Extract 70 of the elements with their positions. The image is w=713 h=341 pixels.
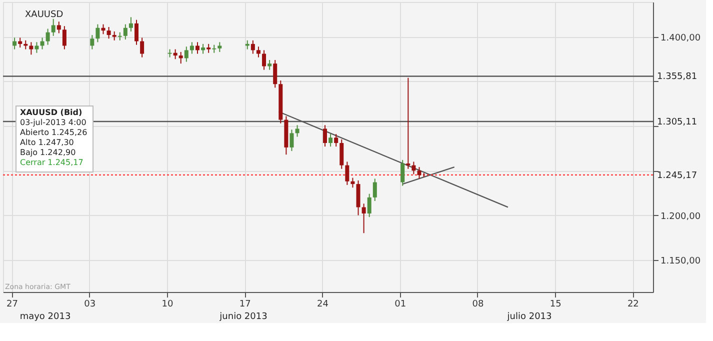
candlestick [218, 42, 222, 52]
candlestick [400, 159, 405, 186]
candlestick [56, 21, 61, 34]
y-tick-label: 1.150,00 [660, 256, 701, 266]
candlestick [123, 24, 128, 40]
annotation: Alto 1.247,30 [20, 138, 74, 147]
candlestick [295, 124, 300, 138]
candlestick [90, 34, 94, 50]
candlestick [173, 48, 178, 60]
candlestick [178, 51, 183, 64]
x-tick-label: 27 [6, 300, 18, 310]
candlestick [268, 60, 272, 70]
text: junio 2013 [218, 312, 268, 322]
candlestick [256, 46, 260, 58]
ref-line-label: 1.355,81 [657, 72, 698, 82]
x-tick-label: 15 [550, 300, 562, 310]
candlestick [134, 19, 139, 46]
candlestick [184, 46, 188, 62]
candlestick [46, 28, 50, 46]
candlestick [250, 40, 255, 54]
candlestick [340, 138, 344, 170]
annotation: Bajo 1.242,90 [20, 148, 76, 157]
candlestick [62, 26, 66, 50]
candlestick [367, 193, 372, 218]
x-tick-label: 03 [84, 300, 96, 310]
candlestick [262, 50, 266, 70]
candlestick [273, 60, 278, 88]
x-tick-label: 01 [394, 300, 406, 310]
candlestick [34, 42, 39, 54]
ref-line-label: 1.305,11 [657, 117, 698, 128]
candlestick [290, 129, 294, 152]
candlestick [101, 24, 106, 35]
x-tick-label: 08 [472, 300, 484, 310]
annotation: Cerrar 1.245,17 [20, 158, 84, 167]
candlestick [345, 161, 350, 186]
ref-line-label: 1.245,17 [657, 170, 698, 181]
annotation: Abierto 1.245,26 [20, 128, 88, 137]
candlestick [106, 26, 111, 40]
x-tick-label: 24 [317, 300, 329, 310]
candlestick [140, 37, 144, 58]
x-tick-label: 10 [162, 300, 174, 310]
annotation: XAUUSD (Bid) [20, 108, 82, 117]
candlestick [51, 18, 56, 36]
x-tick-label: 22 [627, 300, 639, 310]
candlestick [201, 43, 206, 54]
candlestick [322, 124, 327, 148]
candlestick [334, 134, 338, 148]
text: julio 2013 [506, 312, 552, 322]
candlestick [29, 42, 34, 56]
candlestick [12, 37, 17, 50]
candlestick [372, 178, 377, 202]
candlestick [412, 161, 416, 175]
candlestick [128, 16, 133, 32]
candlestick [417, 166, 422, 180]
annotation: 03-jul-2013 4:00 [20, 118, 86, 127]
candlestick [40, 37, 44, 50]
y-tick-label: 1.200,00 [660, 212, 701, 222]
candlestick [18, 37, 22, 48]
candlestick [362, 203, 366, 234]
text: mayo 2013 [20, 312, 71, 322]
candlestick [96, 24, 100, 43]
x-tick-label: 17 [239, 300, 251, 310]
candlestick [356, 180, 360, 216]
candlestick [328, 134, 333, 148]
y-tick-label: 1.400,00 [660, 33, 701, 44]
candlestick [406, 77, 410, 170]
candlestick [195, 42, 200, 54]
text: XAUUSD [25, 10, 64, 20]
candlestick [350, 177, 355, 188]
candlestick [190, 42, 194, 54]
